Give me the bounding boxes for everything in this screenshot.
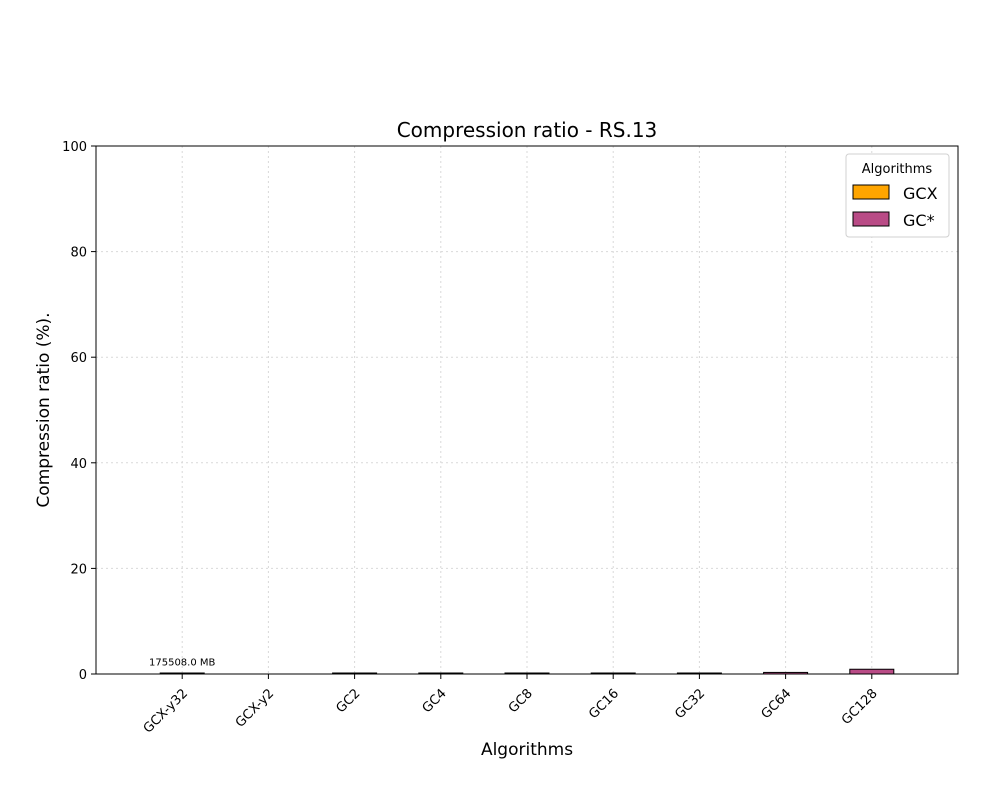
grid-layer: [96, 145, 958, 675]
x-tick-label: GC64: [759, 686, 795, 722]
legend-label-gc-star: GC*: [903, 211, 935, 230]
x-tick-label: GC4: [420, 686, 450, 716]
y-tick-label: 0: [79, 668, 87, 683]
legend-swatch-gc-star: [852, 211, 890, 227]
x-tick-label: GC2: [333, 686, 363, 716]
y-tick-label: 40: [70, 457, 87, 472]
x-tick-label: GCX-y2: [233, 686, 277, 730]
x-tick-label: GC128: [839, 686, 881, 728]
y-axis-title: Compression ratio (%).: [34, 312, 54, 507]
legend: Algorithms GCX GC*: [845, 153, 950, 238]
data-label: 175508.0 MB: [149, 657, 216, 668]
chart-title: Compression ratio - RS.13: [397, 118, 658, 142]
x-tick-label: GC16: [586, 686, 622, 722]
y-tick-label: 80: [70, 246, 87, 261]
legend-title: Algorithms: [862, 162, 933, 177]
data-labels: 175508.0 MB: [149, 657, 216, 668]
x-axis-title: Algorithms: [481, 740, 573, 760]
x-axis: GCX-y32 GCX-y2 GC2 GC4 GC8 GC16 GC32 GC64 GC128: [141, 674, 881, 737]
x-tick-label: GC8: [506, 686, 536, 716]
x-tick-label: GC32: [672, 686, 708, 722]
x-tick-label: GCX-y32: [141, 686, 191, 736]
y-tick-label: 100: [62, 140, 87, 155]
plot-frame: [95, 145, 959, 675]
y-tick-label: 60: [70, 351, 87, 366]
bar: [849, 668, 895, 675]
legend-swatch-gcx: [852, 184, 890, 200]
legend-label-gcx: GCX: [903, 184, 938, 203]
y-tick-label: 20: [70, 562, 87, 577]
y-axis: 0 20 40 60 80 100: [62, 140, 96, 683]
